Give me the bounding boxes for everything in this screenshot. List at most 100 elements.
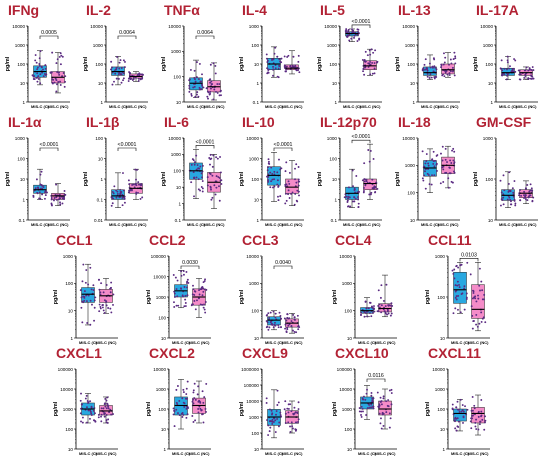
data-point: [293, 316, 296, 319]
data-point: [220, 94, 222, 97]
data-point: [295, 421, 298, 424]
data-point: [35, 61, 38, 64]
y-tick-label: 1000: [171, 152, 182, 157]
data-point: [423, 165, 426, 168]
data-point: [265, 53, 268, 56]
data-point: [109, 408, 112, 411]
data-point: [194, 398, 197, 401]
box-plot-il-17a: pg/ml 1 10 100 1000 10000 MIS-C (C)MIS-C (NC): [473, 24, 538, 109]
data-point: [427, 174, 430, 176]
data-point: [446, 161, 448, 163]
data-point: [103, 412, 106, 415]
data-point: [365, 180, 368, 183]
data-point: [276, 389, 279, 392]
data-point: [192, 171, 195, 174]
data-point: [198, 86, 201, 89]
data-point: [175, 288, 178, 291]
data-point: [272, 186, 274, 189]
data-point: [523, 194, 525, 197]
data-point: [103, 403, 106, 406]
data-point: [447, 186, 450, 189]
box-plot-ifng: pg/ml 1 10 100 1000 10000 MIS-C (C)MIS-C (NC) 0…: [5, 24, 70, 109]
data-point: [197, 297, 200, 300]
significance-bracket: [117, 147, 137, 151]
data-point: [532, 77, 535, 80]
p-value-label: 0.0116: [368, 373, 384, 379]
data-point: [386, 313, 389, 316]
y-tick-label: 0.1: [331, 218, 338, 223]
data-point: [201, 294, 204, 297]
panel-title: IL-1α: [8, 114, 42, 130]
data-point: [295, 163, 298, 166]
data-point: [84, 281, 87, 284]
y-axis-label: pg/ml: [239, 171, 245, 186]
y-tick-label: 1000: [15, 136, 26, 141]
data-point: [363, 58, 366, 61]
data-point: [362, 410, 364, 413]
data-point: [173, 409, 176, 412]
data-point: [505, 78, 508, 81]
data-point: [113, 185, 116, 188]
data-point: [128, 189, 131, 192]
x-tick-label: MIS-C (C): [187, 222, 206, 227]
data-point: [369, 53, 372, 56]
data-point: [61, 75, 64, 78]
data-point: [44, 194, 47, 197]
data-point: [201, 187, 204, 190]
data-point: [198, 293, 201, 296]
data-point: [288, 317, 291, 320]
data-point: [79, 289, 82, 292]
data-point: [130, 188, 133, 191]
data-point: [198, 289, 200, 292]
data-point: [274, 431, 277, 433]
data-point: [506, 59, 509, 62]
data-point: [362, 70, 365, 73]
data-point: [36, 80, 39, 83]
data-point: [283, 317, 286, 320]
data-point: [297, 418, 300, 421]
data-point: [219, 90, 222, 93]
y-tick-label: 10: [98, 156, 104, 161]
x-tick-label: MIS-C (NC): [126, 222, 148, 227]
data-point: [454, 420, 456, 423]
data-point: [284, 422, 287, 424]
x-tick-label: MIS-C (C): [343, 222, 362, 227]
data-point: [450, 62, 453, 65]
p-value-label: 0.0064: [119, 30, 135, 36]
data-point: [57, 71, 60, 74]
data-point: [201, 180, 204, 182]
data-point: [469, 273, 472, 276]
data-point: [194, 308, 197, 311]
data-point: [462, 416, 465, 419]
data-point: [274, 324, 277, 327]
data-point: [452, 147, 455, 150]
data-point: [363, 311, 366, 314]
data-point: [289, 64, 292, 67]
panel-title: IFNg: [8, 2, 40, 18]
data-point: [118, 61, 121, 64]
data-point: [472, 290, 475, 293]
data-point: [194, 80, 197, 83]
data-point: [116, 56, 119, 58]
data-point: [433, 65, 436, 68]
data-point: [102, 291, 105, 294]
x-tick-label: MIS-C (C): [358, 340, 377, 345]
data-point: [272, 326, 275, 329]
data-point: [435, 76, 438, 78]
data-point: [44, 73, 47, 76]
data-point: [58, 55, 61, 58]
y-axis-label: pg/ml: [473, 56, 479, 71]
data-point: [85, 300, 88, 303]
y-tick-label: 100: [173, 74, 181, 79]
data-point: [185, 393, 188, 395]
data-point: [457, 266, 460, 269]
data-point: [276, 55, 279, 58]
data-point: [275, 413, 277, 416]
data-point: [36, 76, 39, 79]
x-tick-label: MIS-C (NC): [438, 104, 460, 109]
data-point: [454, 307, 457, 310]
data-point: [61, 55, 64, 58]
data-point: [265, 397, 268, 400]
data-point: [105, 407, 108, 410]
data-point: [371, 400, 374, 403]
